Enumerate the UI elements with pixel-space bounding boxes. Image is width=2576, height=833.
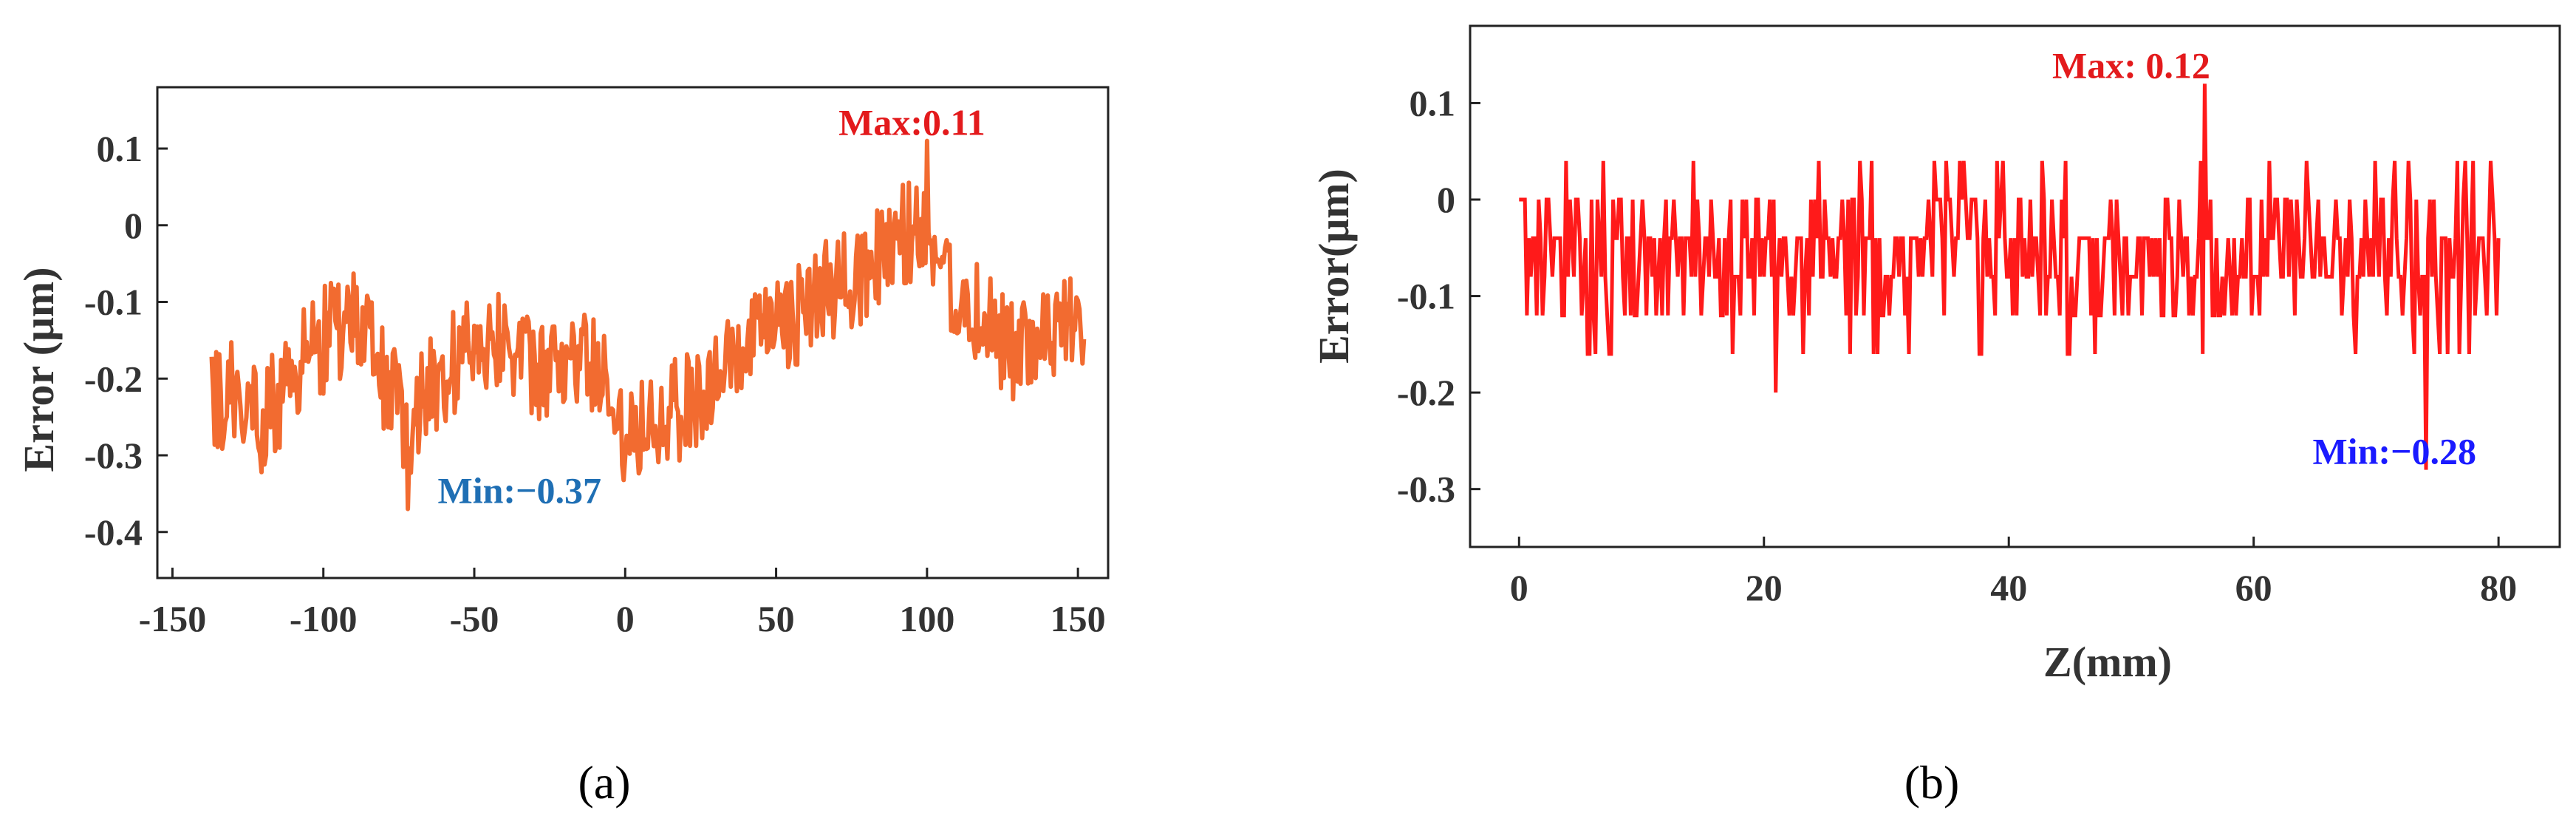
series-line-a: [209, 138, 1087, 511]
series-line-b: [1519, 84, 2501, 470]
plot-frame-a: [156, 86, 1110, 579]
x-tick-label: 60: [2235, 567, 2272, 608]
x-tick-label: -100: [290, 598, 358, 639]
ylabel-b: Error(μm): [1310, 169, 1358, 364]
annotations-a: Max:0.11 Min:−0.37: [438, 102, 985, 511]
annotation-label: Max:0.11: [838, 102, 985, 143]
y-tick-label: -0.4: [84, 511, 143, 553]
y-tick-label: -0.2: [1397, 372, 1455, 413]
y-tick-label: 0.1: [1410, 82, 1456, 123]
caption-a: (a): [578, 756, 630, 809]
x-tick-label: 100: [899, 598, 954, 639]
x-tick-label: -150: [139, 598, 207, 639]
y-tick-label: 0.1: [97, 128, 143, 169]
x-tick-label: -50: [450, 598, 499, 639]
y-tick-label: -0.1: [1397, 276, 1455, 317]
x-tick-label: 40: [1990, 567, 2027, 608]
chart-panel-b: (b) Error(μm) Z(mm) 0 20 40 60 80 -0.3-0.2-0…: [1310, 24, 2561, 809]
y-ticks-b: -0.3 -0.2 -0.1 0 0.1: [1397, 82, 1480, 510]
xlabel-b: Z(mm): [2043, 638, 2172, 686]
ylabel-a: Error (μm): [15, 267, 63, 472]
x-tick-label: 80: [2480, 567, 2517, 608]
annotation-label: Max: 0.12: [2052, 44, 2210, 86]
chart-panel-a: (a) Error (μm) -150 -100 -50 0 50 100 150 -0.4…: [15, 86, 1110, 809]
y-tick-label: -0.2: [84, 358, 143, 399]
annotation-label: Min:−0.28: [2312, 431, 2476, 472]
annotation-label: Min:−0.37: [438, 470, 602, 511]
x-ticks-a: -150 -100 -50 0 50 100 150: [139, 568, 1106, 639]
y-tick-label: 0: [1437, 179, 1455, 220]
y-tick-label: -0.3: [84, 435, 143, 476]
y-ticks-a: -0.4 -0.3 -0.2 -0.1 0 0.1: [84, 128, 168, 553]
x-tick-label: 0: [1510, 567, 1528, 608]
x-tick-label: 0: [616, 598, 635, 639]
x-tick-label: 150: [1050, 598, 1106, 639]
x-ticks-b: 0 20 40 60 80: [1510, 537, 2517, 608]
y-tick-label: -0.1: [84, 282, 143, 323]
y-tick-label: -0.3: [1397, 469, 1455, 510]
y-tick-label: 0: [124, 205, 143, 246]
caption-b: (b): [1904, 756, 1960, 809]
x-tick-label: 50: [758, 598, 795, 639]
plot-frame-b: [1469, 24, 2561, 548]
annotations-b: Max: 0.12 Min:−0.28: [2052, 44, 2476, 472]
x-tick-label: 20: [1746, 567, 1783, 608]
